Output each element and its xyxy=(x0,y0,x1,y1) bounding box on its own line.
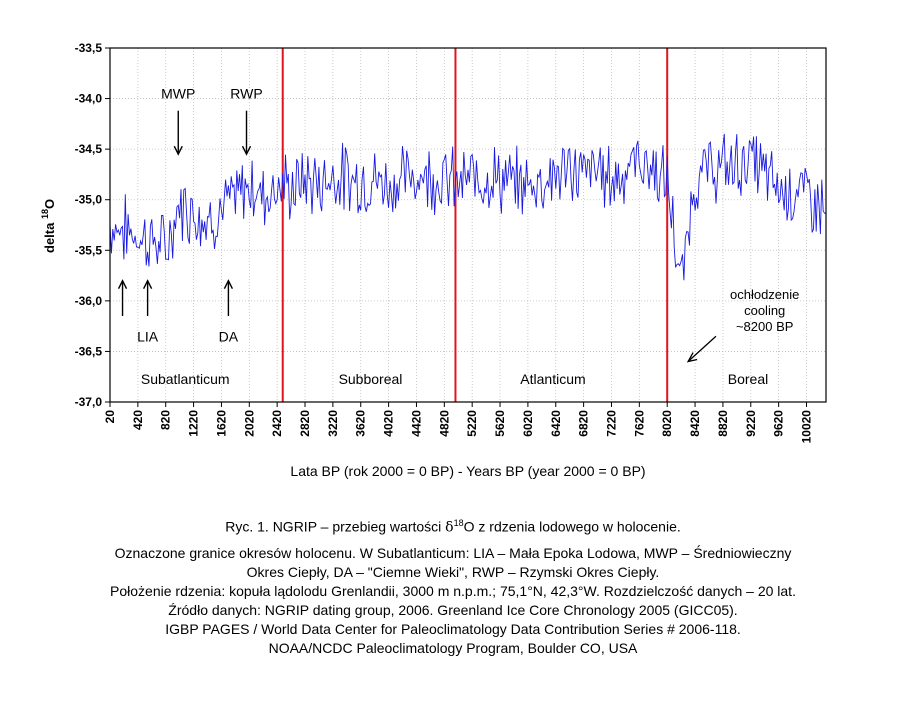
caption-title-line: Ryc. 1. NGRIP – przebieg wartości δ18O z… xyxy=(0,514,906,538)
series-layer xyxy=(109,133,827,281)
annotation-arrow-head xyxy=(241,145,252,156)
x-tick-label: 420 xyxy=(131,410,145,430)
caption-line: Położenie rdzenia: kopuła lądolodu Grenl… xyxy=(110,582,796,599)
x-tick-label: 8820 xyxy=(716,410,730,437)
y-tick-label: -35,5 xyxy=(75,243,103,257)
axes-layer: -33,5 -34,0 -34,5 -35,0 -35,5 -36,0 -36,5 -37,0… xyxy=(40,41,827,479)
period-label: Subboreal xyxy=(339,371,403,387)
caption-line: Oznaczone granice okresów holocenu. W Su… xyxy=(114,544,792,561)
x-axis-title: Lata BP (rok 2000 = 0 BP) - Years BP (ye… xyxy=(290,463,645,479)
cooling-note-line: ~8200 BP xyxy=(736,319,793,334)
cooling-arrow xyxy=(687,335,717,363)
cooling-arrow-head xyxy=(686,352,698,363)
x-tick-label: 820 xyxy=(159,410,173,430)
x-tick-label: 4020 xyxy=(382,410,396,437)
x-tick-label: 1220 xyxy=(187,410,201,437)
x-tick-label: 6020 xyxy=(521,410,535,437)
ngrip-chart: -33,5 -34,0 -34,5 -35,0 -35,5 -36,0 -36,5 -37,0… xyxy=(40,41,827,479)
y-tick-label: -34,0 xyxy=(75,92,103,106)
x-tick-label: 1620 xyxy=(214,410,228,437)
x-tick-label: 8420 xyxy=(688,410,702,437)
y-tick-label: -33,5 xyxy=(75,41,103,55)
x-tick-label: 2820 xyxy=(298,410,312,437)
x-tick-label: 3620 xyxy=(354,410,368,437)
annotation-arrow-head xyxy=(223,279,234,289)
grid-layer xyxy=(109,47,826,403)
cooling-note-line: cooling xyxy=(744,303,785,318)
x-tick-label: 7620 xyxy=(632,410,646,437)
caption-line: IGBP PAGES / World Data Center for Paleo… xyxy=(165,620,741,637)
period-label: Subatlanticum xyxy=(141,371,230,387)
cooling-note-line: ochłodzenie xyxy=(730,287,799,302)
annotation-layer: Subatlanticum Subboreal Atlanticum Boreal MW… xyxy=(117,86,799,387)
boundary-layer xyxy=(281,48,669,402)
x-tick-label: 9620 xyxy=(772,410,786,437)
annotation-arrow-head xyxy=(117,279,128,289)
x-tick-label: 4820 xyxy=(437,410,451,437)
caption-delta-symbol: δ xyxy=(445,519,454,536)
annotation-label: MWP xyxy=(161,86,195,102)
annotation-label: DA xyxy=(219,328,239,344)
annotation-arrow-head xyxy=(142,279,153,289)
annotation-arrow-head xyxy=(173,145,183,156)
y-axis-title: delta 18O xyxy=(40,199,57,253)
x-tick-label: 4420 xyxy=(409,410,423,437)
caption-line: Źródło danych: NGRIP dating group, 2006.… xyxy=(168,601,738,618)
x-tick-label: 10020 xyxy=(799,410,813,444)
y-tick-label: -34,5 xyxy=(75,142,103,156)
x-tick-label: 9220 xyxy=(744,410,758,437)
caption-title-post: O z rdzenia lodowego w holocenie. xyxy=(463,518,681,535)
annotation-label: LIA xyxy=(137,328,159,344)
x-tick-label: 3220 xyxy=(326,410,340,437)
y-tick-label: -36,0 xyxy=(75,294,103,308)
d18o-series-line xyxy=(109,133,827,281)
x-tick-label: 6820 xyxy=(577,410,591,437)
x-tick-label: 5220 xyxy=(465,410,479,437)
caption-isotope-sup: 18 xyxy=(453,518,464,528)
caption-line: NOAA/NCDC Paleoclimatology Program, Boul… xyxy=(268,639,638,656)
x-tick-label: 20 xyxy=(103,410,117,424)
figure-caption: Ryc. 1. NGRIP – przebieg wartości δ18O z… xyxy=(0,514,906,658)
period-label: Boreal xyxy=(728,371,768,387)
plot-frame xyxy=(109,47,827,403)
x-tick-label: 5620 xyxy=(493,410,507,437)
x-tick-label: 8020 xyxy=(660,410,674,437)
annotation-label: RWP xyxy=(230,86,262,102)
y-tick-label: -35,0 xyxy=(75,193,103,207)
caption-line: Okres Ciepły, DA – "Ciemne Wieki", RWP –… xyxy=(246,563,660,580)
period-label: Atlanticum xyxy=(520,371,585,387)
x-tick-label: 7220 xyxy=(604,410,618,437)
x-tick-label: 6420 xyxy=(549,410,563,437)
y-tick-label: -37,0 xyxy=(75,395,103,409)
y-tick-label: -36,5 xyxy=(75,344,103,358)
x-tick-label: 2020 xyxy=(242,410,256,437)
caption-title-pre: Ryc. 1. NGRIP – przebieg wartości xyxy=(225,518,446,535)
x-tick-label: 2420 xyxy=(270,410,284,437)
